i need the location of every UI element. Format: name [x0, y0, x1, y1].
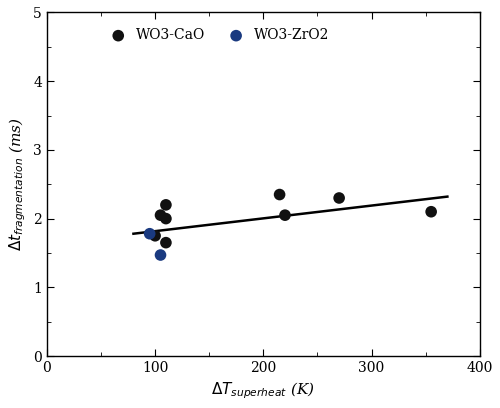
- Y-axis label: $\Delta t_{fragmentation}$ (ms): $\Delta t_{fragmentation}$ (ms): [7, 118, 28, 251]
- WO3-CaO: [281, 212, 289, 218]
- WO3-CaO: [162, 239, 170, 246]
- WO3-CaO: [151, 233, 159, 239]
- WO3-ZrO2: [156, 252, 164, 258]
- WO3-ZrO2: [146, 231, 154, 237]
- WO3-CaO: [156, 212, 164, 218]
- X-axis label: $\Delta T_{superheat}$ (K): $\Delta T_{superheat}$ (K): [212, 380, 315, 401]
- WO3-CaO: [335, 195, 343, 201]
- WO3-CaO: [427, 208, 435, 215]
- WO3-CaO: [162, 215, 170, 222]
- Legend: WO3-CaO, WO3-ZrO2: WO3-CaO, WO3-ZrO2: [99, 23, 335, 48]
- WO3-CaO: [162, 202, 170, 208]
- WO3-CaO: [276, 191, 283, 198]
